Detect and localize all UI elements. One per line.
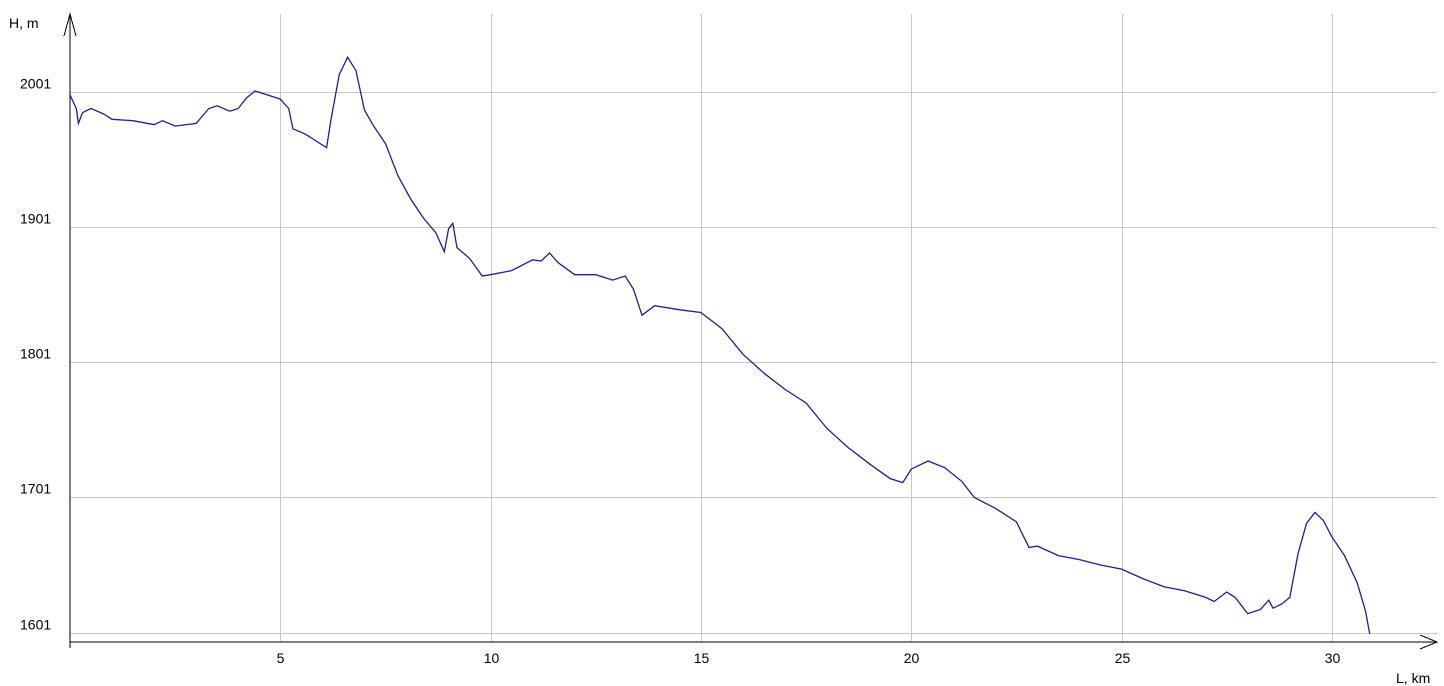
x-tick-label: 5 — [277, 650, 285, 666]
x-tick-labels: 5 10 15 20 25 30 — [277, 650, 1341, 666]
x-axis-label: L, km — [1396, 670, 1430, 686]
series-group — [69, 55, 1371, 635]
axes — [63, 12, 1439, 650]
x-tick-label: 25 — [1115, 650, 1131, 666]
y-tick-label: 2001 — [20, 76, 51, 92]
y-tick-label: 1801 — [20, 346, 51, 362]
y-axis-label: H, m — [9, 15, 39, 31]
elevation-series-line — [69, 55, 1371, 635]
y-axis-arrow — [63, 12, 77, 37]
x-axis-arrow — [1419, 634, 1439, 650]
vertical-grid-lines — [280, 14, 1333, 642]
y-tick-label: 1601 — [20, 617, 51, 633]
x-tick-label: 20 — [904, 650, 920, 666]
x-tick-label: 10 — [484, 650, 500, 666]
y-tick-label: 1701 — [20, 481, 51, 497]
x-tick-label: 30 — [1325, 650, 1341, 666]
y-tick-labels: 1601 1701 1801 1901 2001 — [20, 76, 51, 633]
x-tick-label: 15 — [694, 650, 710, 666]
y-tick-label: 1901 — [20, 211, 51, 227]
horizontal-grid-lines — [70, 92, 1437, 634]
